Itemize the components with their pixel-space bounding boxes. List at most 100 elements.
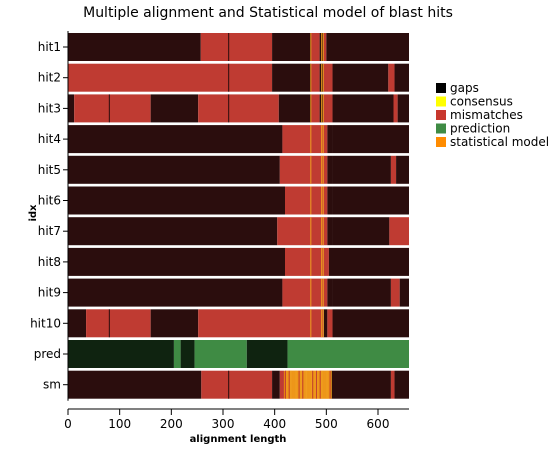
sm-stripe xyxy=(294,370,296,399)
marker-line xyxy=(322,247,324,276)
y-tick-label: hit8 xyxy=(38,255,61,269)
legend-item: prediction xyxy=(436,122,510,136)
sm-stripe xyxy=(296,370,298,399)
segment-gap xyxy=(68,155,280,184)
x-tick-label: 400 xyxy=(263,417,286,431)
marker-line xyxy=(322,33,324,61)
segment-gap xyxy=(278,94,311,123)
segment-mismatch xyxy=(390,155,397,184)
segment-mismatch xyxy=(310,94,320,123)
x-axis: 0 100 200 300 400 500 600 xyxy=(64,408,409,431)
segment-mismatch xyxy=(285,247,329,276)
sm-stripe xyxy=(319,370,321,399)
segment-gap xyxy=(332,94,394,123)
sm-stripe xyxy=(313,370,315,399)
x-axis-title: alignment length xyxy=(190,434,287,445)
y-tick-label: hit9 xyxy=(38,286,61,300)
segment-gap xyxy=(272,370,280,399)
segment-gap xyxy=(68,125,283,154)
legend-swatch xyxy=(436,96,446,107)
sm-stripe xyxy=(301,370,303,399)
sm-stripe xyxy=(299,370,301,399)
segment-gap xyxy=(394,63,409,92)
sm-stripe xyxy=(285,370,286,399)
segment-gap xyxy=(150,309,199,338)
marker-line xyxy=(321,217,323,246)
segment-gap xyxy=(68,247,285,276)
segment-pred_dark xyxy=(68,340,174,368)
row-hit7 xyxy=(68,217,409,246)
segment-mismatch xyxy=(198,94,279,123)
segment-mismatch xyxy=(310,63,320,92)
row-hit8 xyxy=(68,247,409,276)
segment-pred_green xyxy=(194,340,247,368)
legend-label: statistical model xyxy=(450,135,549,149)
segment-mismatch xyxy=(310,33,320,61)
segment-gap xyxy=(394,370,409,399)
x-tick-label: 500 xyxy=(315,417,338,431)
sm-stripe xyxy=(303,370,305,399)
sm-stripe xyxy=(318,370,320,399)
row-hit6 xyxy=(68,186,409,215)
marker-line xyxy=(322,186,324,215)
sm-stripe xyxy=(311,370,312,399)
marker-line xyxy=(322,217,324,246)
marker-line xyxy=(322,125,324,154)
segment-gap xyxy=(327,125,333,154)
sm-stripe xyxy=(292,370,294,399)
segment-gap xyxy=(326,33,409,61)
legend-swatch xyxy=(436,123,446,134)
marker-line xyxy=(310,33,312,61)
legend-item: gaps xyxy=(436,81,479,95)
sm-stripe xyxy=(324,370,326,399)
segment-mismatch xyxy=(68,63,273,92)
sm-stripe xyxy=(316,370,317,399)
segment-gap xyxy=(332,155,391,184)
alignment-bands xyxy=(68,33,409,399)
segment-mismatch xyxy=(201,370,273,399)
segment-gap xyxy=(272,63,311,92)
sm-stripe xyxy=(288,370,290,399)
sm-stripe xyxy=(328,370,330,399)
segment-pred_green xyxy=(173,340,181,368)
row-hit9 xyxy=(68,278,409,307)
marker-line xyxy=(310,186,312,215)
chart-title: Multiple alignment and Statistical model… xyxy=(83,5,453,21)
y-tick-label: hit3 xyxy=(38,101,61,115)
marker-line xyxy=(321,309,323,338)
legend-label: gaps xyxy=(450,81,479,95)
row-hit1 xyxy=(68,33,409,61)
y-tick-label: hit5 xyxy=(38,163,61,177)
sm-stripe xyxy=(293,370,295,399)
marker-line xyxy=(310,155,312,184)
marker-line xyxy=(322,278,324,307)
segment-mismatch xyxy=(198,309,324,338)
legend-item: statistical model xyxy=(436,135,549,149)
y-tick-label: hit6 xyxy=(38,194,61,208)
segment-mismatch xyxy=(390,278,400,307)
legend-label: prediction xyxy=(450,122,510,136)
segment-mismatch xyxy=(282,278,328,307)
legend: gapsconsensusmismatchespredictionstatist… xyxy=(436,81,549,149)
segment-gap xyxy=(68,370,202,399)
segment-gap xyxy=(331,370,391,399)
sm-stripe xyxy=(317,370,319,399)
segment-gap xyxy=(328,247,409,276)
sm-stripe xyxy=(330,370,332,399)
marker-line xyxy=(228,94,230,123)
x-tick-label: 100 xyxy=(108,417,131,431)
sm-stripe xyxy=(291,370,293,399)
segment-gap xyxy=(332,63,389,92)
sm-stripe xyxy=(309,370,311,399)
marker-line xyxy=(108,94,110,123)
marker-line xyxy=(310,309,312,338)
segment-gap xyxy=(327,217,333,246)
sm-stripe xyxy=(298,370,300,399)
segment-gap xyxy=(68,33,201,61)
segment-gap xyxy=(323,309,328,338)
segment-gap xyxy=(68,217,278,246)
marker-line xyxy=(310,63,312,92)
segment-mismatch xyxy=(279,370,284,399)
marker-line xyxy=(321,278,323,307)
segment-gap xyxy=(68,309,87,338)
